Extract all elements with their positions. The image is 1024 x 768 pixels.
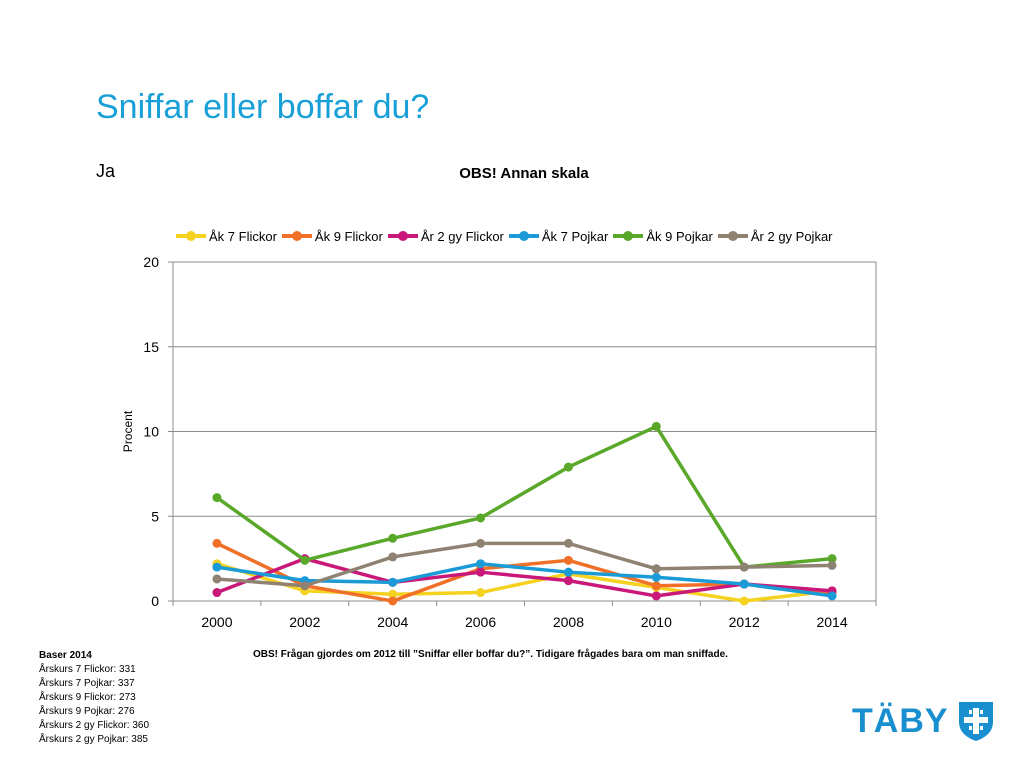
series-line [215,541,834,588]
baser-line: Årskurs 7 Flickor: 331 [39,664,136,675]
x-tick-label: 2000 [201,614,232,630]
y-axis-label: Procent [121,410,135,452]
taby-shield-icon [958,702,993,741]
data-point [563,555,573,565]
legend-swatch [281,231,312,241]
logo-text: TÄBY [852,701,949,740]
data-point [388,552,398,562]
legend-swatch [176,231,206,241]
legend-item: År 2 gy Pojkar [717,228,833,244]
data-point [212,574,222,584]
data-point [651,591,661,601]
baser-line: Årskurs 2 gy Pojkar: 385 [39,734,148,745]
data-point [739,562,749,572]
data-point [212,562,222,572]
legend-item: Åk 9 Pojkar [613,228,713,244]
series-line [215,556,834,598]
legend-item: Åk 7 Pojkar [508,228,609,244]
x-tick-label: 2004 [377,614,408,630]
data-point [563,576,573,586]
data-point [739,579,749,589]
data-point [563,538,573,548]
y-tick-label: 20 [143,254,159,270]
x-tick-label: 2002 [289,614,320,630]
x-tick-label: 2014 [816,614,847,630]
chart-legend: Åk 7 Flickor Åk 9 Flickor År 2 gy Flickor Å… [176,226,838,246]
chart-title: OBS! Annan skala [459,165,589,182]
legend-label: Åk 9 Flickor [314,228,383,244]
baser-line: Årskurs 9 Pojkar: 276 [39,706,135,717]
x-tick-label: 2006 [465,614,496,630]
data-point [827,560,837,570]
slide-subtitle: Ja [96,161,116,181]
legend-item: Åk 9 Flickor [281,228,383,244]
data-point [212,588,222,598]
data-point [300,581,310,591]
baser-block: Baser 2014 Årskurs 7 Flickor: 331 Årskur… [39,649,149,747]
data-point [476,513,486,523]
baser-title: Baser 2014 [39,650,92,661]
x-tick-label: 2008 [553,614,584,630]
data-point [388,577,398,587]
legend-item: Åk 7 Flickor [176,229,277,244]
data-point [827,591,837,601]
x-tick-label: 2010 [641,614,672,630]
legend-swatch [508,231,539,241]
data-point [388,533,398,543]
data-point [651,564,661,574]
y-tick-label: 0 [151,593,159,609]
data-point [212,493,222,503]
data-point [300,555,310,565]
y-tick-label: 15 [143,339,159,355]
taby-logo: TÄBY [852,700,995,742]
legend-swatch [387,231,418,241]
legend-swatch [717,231,748,241]
legend-label: År 2 gy Pojkar [750,228,833,244]
series-line [215,561,834,603]
baser-line: Årskurs 2 gy Flickor: 360 [39,720,150,731]
data-point [476,538,486,548]
legend-label: Åk 7 Flickor [209,228,277,244]
baser-line: Årskurs 9 Flickor: 273 [39,692,136,703]
data-point [739,596,749,606]
data-point [388,596,398,606]
baser-line: Årskurs 7 Pojkar: 337 [39,678,135,689]
x-tick-label: 2012 [729,614,760,630]
y-tick-label: 10 [143,424,159,440]
data-point [651,421,661,431]
legend-label: År 2 gy Flickor [420,228,504,244]
legend-label: Åk 9 Pojkar [646,228,713,244]
data-point [827,554,837,564]
data-point [476,567,486,577]
legend-label: Åk 7 Pojkar [541,228,609,244]
data-point [476,559,486,569]
y-tick-label: 5 [151,508,159,524]
data-point [388,589,398,599]
data-point [563,567,573,577]
legend-swatch [613,231,644,241]
data-point [651,581,661,591]
legend-item: År 2 gy Flickor [387,228,504,244]
data-point [651,572,661,582]
slide-title: Sniffar eller boffar du? [96,88,430,126]
data-point [476,588,486,598]
footnote: OBS! Frågan gjordes om 2012 till ”Sniffa… [253,649,728,660]
data-point [563,462,573,472]
series-line [215,424,834,569]
data-point [212,538,222,548]
